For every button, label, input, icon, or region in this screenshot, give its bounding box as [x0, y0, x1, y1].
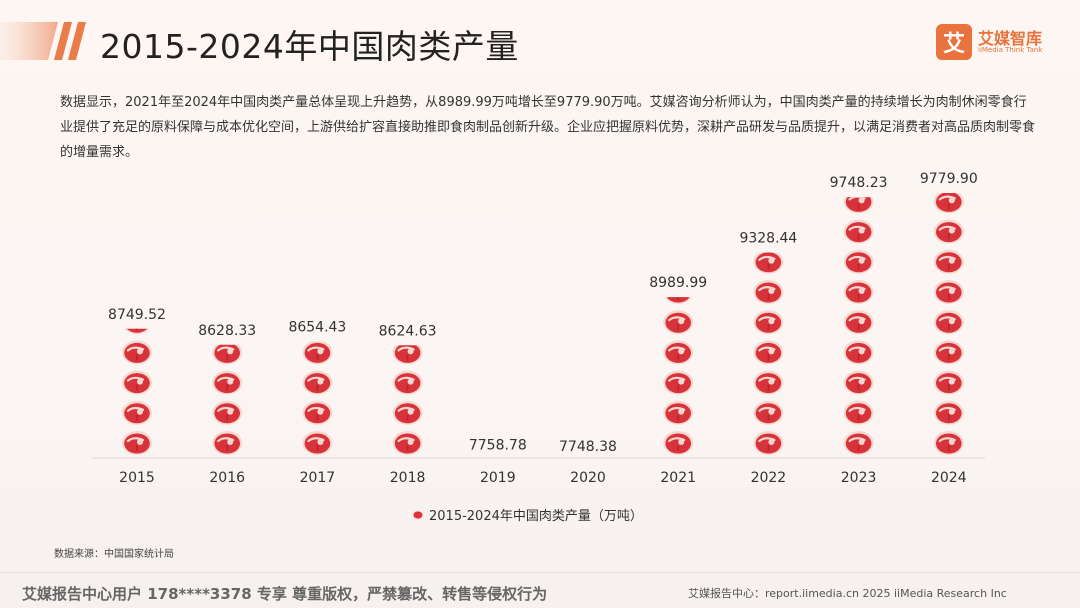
description-text: 数据显示，2021年至2024年中国肉类产量总体呈现上升趋势，从8989.99万…	[60, 95, 1036, 160]
value-label: 9328.44	[739, 231, 797, 247]
value-label: 7748.38	[559, 439, 617, 455]
logo-name: 艾媒智库	[978, 29, 1043, 48]
x-tick-label: 2019	[480, 470, 516, 486]
value-label: 9748.23	[830, 175, 888, 191]
meat-steak-icon	[412, 510, 424, 519]
pictograph-bar	[663, 297, 694, 455]
page-title: 2015-2024年中国肉类产量	[100, 27, 519, 66]
footer: 艾媒报告中心用户 178****3378 专享 尊重版权，严禁篡改、转售等侵权行…	[0, 572, 1080, 608]
pictograph-bar	[212, 344, 243, 455]
value-label: 8624.63	[379, 323, 437, 339]
value-label: 8989.99	[649, 275, 707, 291]
footer-copyright: 艾媒报告中心用户 178****3378 专享 尊重版权，严禁篡改、转售等侵权行…	[22, 585, 548, 603]
pictograph-bar	[843, 197, 874, 455]
title-stripes-decoration	[0, 22, 86, 60]
value-label: 8749.52	[108, 307, 166, 323]
value-label: 8654.43	[288, 319, 346, 335]
logo-tagline: iiMedia Think Tank	[978, 46, 1043, 54]
value-label: 9779.90	[920, 171, 978, 187]
pictograph-bar	[933, 193, 964, 455]
pictograph-bar	[753, 252, 784, 455]
chart-legend: 2015-2024年中国肉类产量（万吨）	[412, 505, 643, 524]
data-source: 数据来源：中国国家统计局	[54, 549, 174, 560]
x-tick-label: 2015	[119, 470, 155, 486]
pictograph-bar	[302, 341, 333, 455]
logo-mark-icon: 艾	[936, 24, 972, 60]
legend-label: 2015-2024年中国肉类产量（万吨）	[429, 509, 643, 524]
footer-site: 艾媒报告中心：report.iimedia.cn 2025 iiMedia Re…	[688, 587, 1007, 600]
x-tick-label: 2017	[300, 470, 336, 486]
x-tick-label: 2024	[931, 470, 967, 486]
x-tick-label: 2021	[660, 470, 696, 486]
x-tick-label: 2016	[209, 470, 245, 486]
x-tick-label: 2018	[390, 470, 426, 486]
x-tick-label: 2020	[570, 470, 606, 486]
x-tick-label: 2022	[751, 470, 787, 486]
value-label: 8628.33	[198, 323, 256, 339]
pictograph-bar	[392, 345, 423, 455]
brand-logo: 艾 艾媒智库 iiMedia Think Tank	[936, 24, 1056, 64]
pictograph-bar	[122, 328, 152, 455]
x-tick-label: 2023	[841, 470, 877, 486]
value-label: 7758.78	[469, 437, 527, 453]
